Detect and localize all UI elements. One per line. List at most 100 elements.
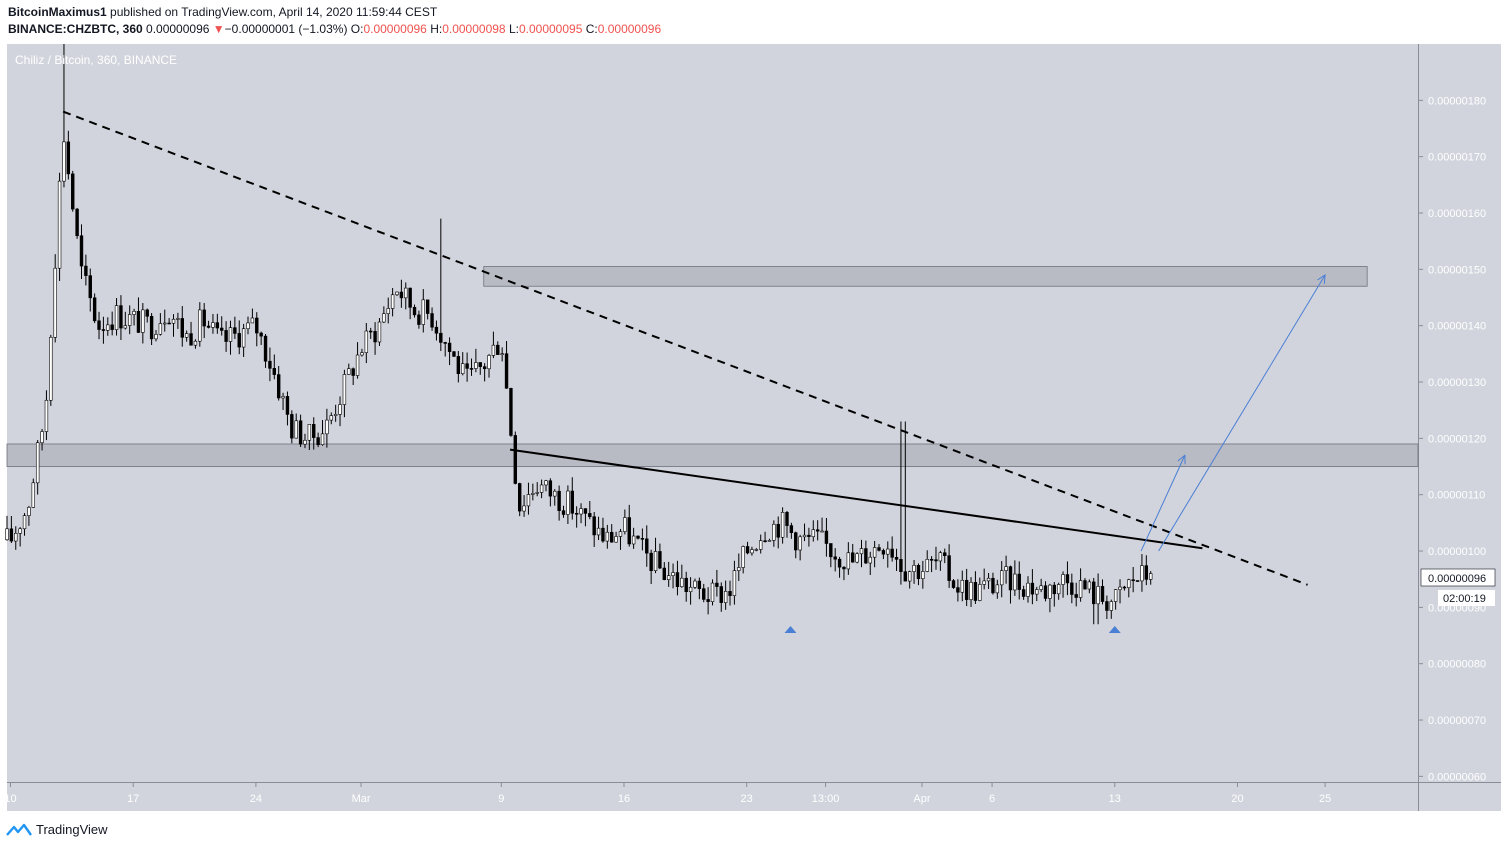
candle-body-243	[1070, 582, 1074, 595]
close-label: C:	[585, 22, 598, 36]
trendlines	[62, 110, 1326, 633]
candle-body-39	[176, 318, 180, 320]
candle-body-184	[811, 529, 815, 538]
footer: TradingView	[6, 822, 108, 837]
candle-body-139	[614, 536, 618, 543]
candle-body-64	[285, 396, 290, 415]
candle-body-231	[1017, 573, 1021, 590]
high-value: 0.00000098	[442, 22, 506, 36]
candle-body-25	[114, 305, 119, 330]
support-zone	[6, 443, 1419, 467]
price-tag-box	[1420, 568, 1496, 587]
candle-body-252	[1109, 601, 1113, 611]
candle-body-10	[49, 337, 53, 401]
candle-body-204	[899, 559, 903, 572]
candle-body-187	[824, 530, 829, 544]
y-tick-label-2: 0.00000160	[1428, 208, 1486, 220]
candle-body-38	[171, 318, 176, 324]
candle-body-253	[1113, 589, 1118, 602]
candle-body-82	[364, 330, 369, 353]
projection-arrowhead-1	[1317, 273, 1326, 284]
candle-body-193	[851, 552, 855, 563]
candle-body-241	[1061, 574, 1065, 585]
candle-body-112	[496, 344, 500, 355]
candle-body-117	[517, 483, 522, 512]
candle-body-76	[338, 404, 342, 415]
candle-body-5	[27, 507, 31, 516]
candle-body-79	[351, 368, 355, 376]
candle-body-36	[163, 322, 167, 325]
x-tick-label-7: 13:00	[812, 793, 840, 805]
candle-body-141	[623, 517, 627, 532]
candle-body-80	[355, 354, 360, 376]
candle-body-197	[868, 556, 872, 564]
candle-body-101	[447, 342, 452, 352]
candle-body-2	[14, 532, 18, 542]
candle-body-55	[246, 322, 250, 330]
candle-body-24	[110, 324, 114, 330]
candle-body-186	[820, 530, 824, 533]
y-tick-label-8: 0.00000100	[1428, 546, 1486, 558]
candle-body-135	[596, 527, 601, 536]
candle-body-258	[1135, 580, 1140, 582]
candle-body-164	[723, 591, 728, 603]
candle-body-181	[798, 536, 802, 551]
footer-brand[interactable]: TradingView	[36, 822, 108, 837]
candle-body-233	[1026, 582, 1030, 597]
candle-body-42	[189, 333, 193, 346]
candle-body-78	[347, 368, 351, 375]
candle-body-44	[198, 309, 202, 342]
candle-body-56	[250, 317, 255, 324]
price-axis-background	[1419, 44, 1501, 782]
candle-body-175	[772, 523, 776, 541]
low-label: L:	[508, 22, 519, 36]
candle-body-122	[539, 484, 544, 493]
candle-body-4	[22, 515, 27, 530]
candle-body-166	[732, 570, 737, 596]
candle-body-194	[855, 553, 859, 563]
candle-body-174	[767, 540, 772, 542]
candle-body-13	[62, 141, 66, 182]
y-tick-label-11: 0.00000070	[1428, 715, 1486, 727]
x-tick-label-8: Apr	[913, 793, 930, 805]
candle-body-261	[1148, 573, 1153, 580]
last-price: 0.00000096	[146, 22, 210, 36]
x-tick-label-11: 20	[1231, 793, 1243, 805]
candle-body-239	[1052, 584, 1056, 595]
candle-body-69	[307, 424, 312, 441]
candle-body-159	[702, 588, 706, 600]
time-axis-ticks: 10 17 24 Mar 9 16 23 13:00 Apr 6 13 20 25	[4, 782, 1331, 805]
author-name[interactable]: BitcoinMaximus1	[8, 5, 107, 19]
candle-body-33	[149, 315, 154, 340]
candle-body-162	[715, 582, 719, 587]
candle-body-171	[754, 549, 759, 551]
candle-body-47	[211, 322, 215, 328]
candle-body-125	[553, 490, 557, 497]
candle-body-185	[815, 529, 820, 532]
candle-body-67	[298, 420, 303, 445]
candle-body-249	[1096, 586, 1100, 605]
candle-body-255	[1122, 586, 1127, 589]
plot-background	[7, 44, 1418, 782]
price-tag: 0.00000096	[1428, 573, 1486, 585]
candle-body-120	[531, 493, 535, 495]
candle-body-68	[303, 439, 307, 445]
candle-body-250	[1100, 586, 1105, 602]
countdown-box	[1438, 590, 1495, 606]
candle-body-127	[561, 510, 566, 515]
candle-body-188	[829, 543, 833, 558]
candle-body-230	[1013, 573, 1017, 591]
candle-body-203	[894, 556, 899, 560]
down-arrow-icon: ▼	[212, 22, 225, 36]
price-zones	[6, 266, 1419, 467]
candle-body-201	[886, 548, 890, 555]
candle-body-29	[132, 311, 136, 315]
candle-body-200	[881, 550, 886, 555]
candle-body-167	[737, 567, 741, 571]
open-value: 0.00000096	[363, 22, 427, 36]
candle-body-246	[1083, 580, 1087, 590]
candle-body-132	[583, 508, 588, 514]
y-tick-label-1: 0.00000170	[1428, 152, 1486, 164]
candle-body-16	[75, 208, 79, 237]
